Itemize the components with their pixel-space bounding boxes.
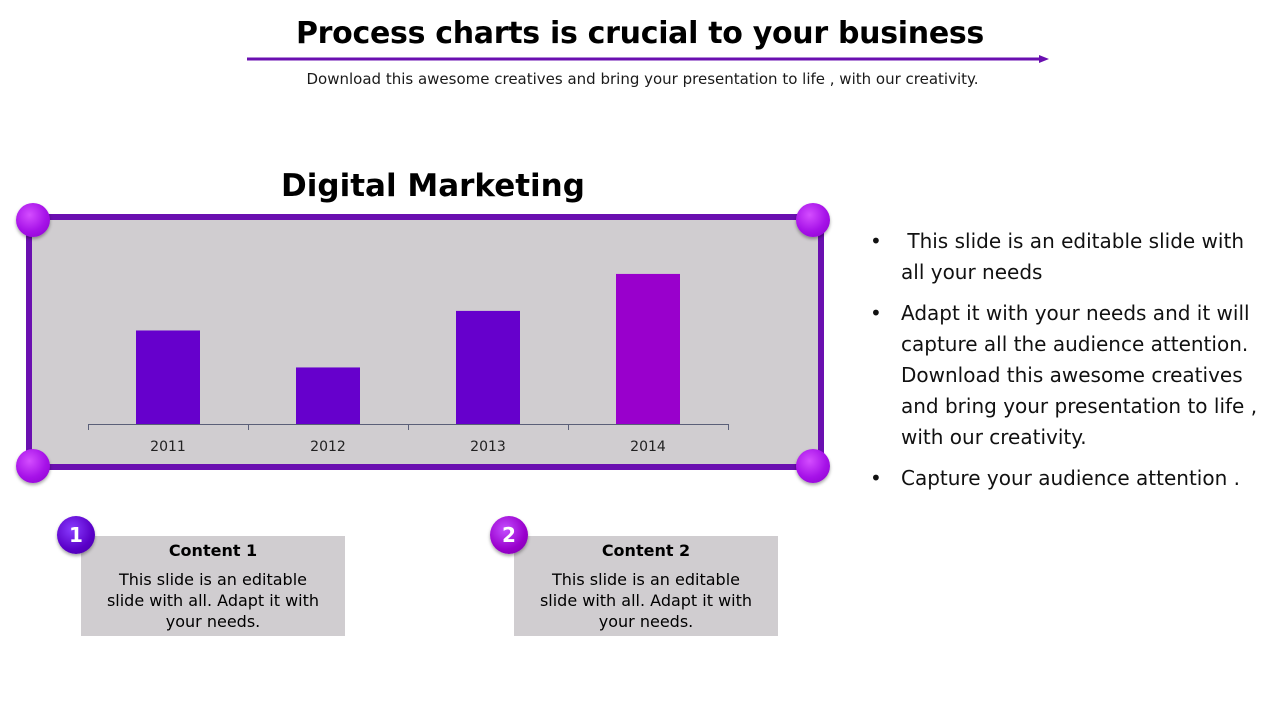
frame-corner-bottom-right	[796, 449, 830, 483]
content-box-2: Content 2 This slide is an editable slid…	[514, 536, 778, 636]
chart-title: Digital Marketing	[281, 168, 585, 204]
bullet-text: This slide is an editable slide with all…	[901, 229, 1251, 284]
bullet-dot: •	[870, 301, 882, 325]
content-body: This slide is an editable slide with all…	[539, 570, 753, 631]
frame-corner-bottom-left	[16, 449, 50, 483]
bullet-text: Capture your audience attention .	[901, 466, 1240, 490]
frame-corner-top-left	[16, 203, 50, 237]
bullet-item: • This slide is an editable slide with a…	[868, 226, 1268, 288]
number-badge-2: 2	[490, 516, 528, 554]
bullet-item: • Adapt it with your needs and it will ca…	[868, 298, 1268, 453]
bullet-item: • Capture your audience attention .	[868, 463, 1268, 494]
page-title: Process charts is crucial to your busine…	[295, 16, 984, 51]
bullet-dot: •	[870, 229, 882, 253]
title-underline-arrow	[247, 55, 1049, 63]
number-badge-1: 1	[57, 516, 95, 554]
content-title: Content 2	[601, 541, 691, 560]
chart-frame	[26, 214, 824, 470]
bullet-text: Adapt it with your needs and it will cap…	[901, 301, 1258, 449]
page-subtitle: Download this awesome creatives and brin…	[306, 70, 979, 88]
content-box-1: Content 1 This slide is an editable slid…	[81, 536, 345, 636]
content-body: This slide is an editable slide with all…	[106, 570, 320, 631]
content-title: Content 1	[168, 541, 258, 560]
bullet-list: • This slide is an editable slide with a…	[868, 226, 1268, 504]
frame-corner-top-right	[796, 203, 830, 237]
bullet-dot: •	[870, 466, 882, 490]
